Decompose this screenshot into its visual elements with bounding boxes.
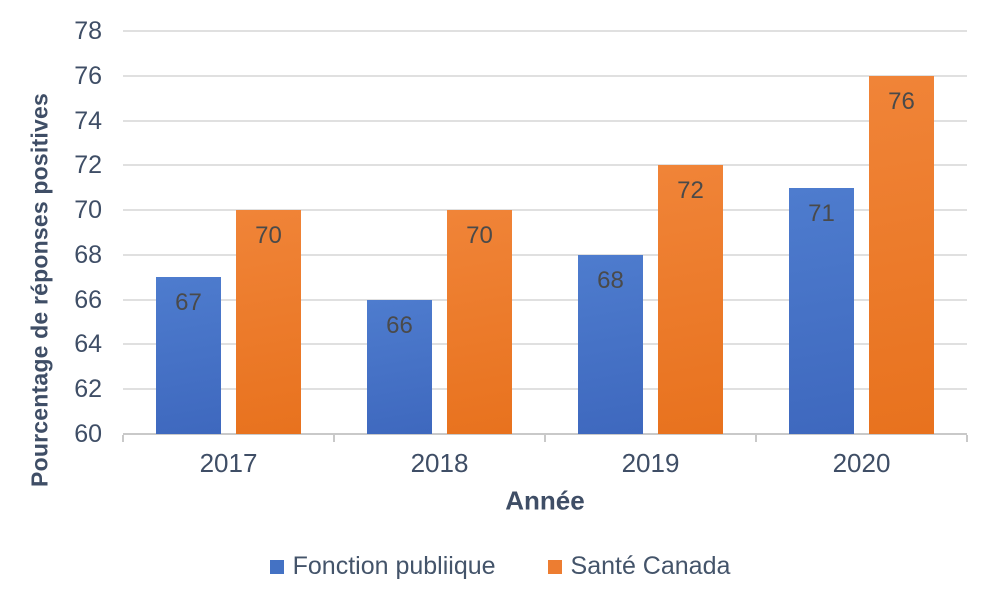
bar-value-label: 71 [808,199,835,227]
x-category-label: 2017 [199,448,258,478]
x-axis-tick [755,435,757,442]
gridline [123,209,967,212]
legend-item-sante-canada: Santé Canada [547,552,731,581]
legend-swatch [269,559,284,574]
bar-value-label: 70 [466,222,493,250]
x-axis-tick [966,435,968,442]
legend-item-fonction-publiique: Fonction publiique [269,552,496,581]
gridline [123,343,967,346]
fonction-publiique-bar-2017: 67 [156,277,221,434]
y-tick-label: 74 [74,106,102,135]
bar-value-label: 76 [888,87,915,115]
y-tick-label: 78 [74,17,102,45]
bar-value-label: 67 [175,289,202,317]
sante-canada-bar-2020: 76 [869,75,934,434]
sante-canada-bar-2018: 70 [447,210,512,434]
legend-swatch [547,559,562,574]
fonction-publiique-bar-2020: 71 [789,187,854,434]
gridline [123,388,967,391]
gridline [123,119,967,122]
x-axis-tick [544,435,546,442]
bar-value-label: 68 [597,266,624,294]
x-axis-tick [122,435,124,442]
bar-value-label: 66 [386,311,413,339]
y-tick-label: 68 [74,240,102,269]
gridline [123,74,967,77]
y-tick-label: 70 [74,196,102,225]
gridline [123,164,967,167]
gridline [123,253,967,256]
x-axis-line [123,433,967,435]
y-tick-label: 72 [74,151,102,180]
fonction-publiique-bar-2019: 68 [578,254,643,434]
sante-canada-bar-2019: 72 [658,165,723,434]
sante-canada-bar-2017: 70 [236,210,301,434]
gridline [123,30,967,32]
x-category-label: 2018 [410,448,469,478]
y-tick-label: 60 [74,420,102,448]
y-tick-label: 64 [74,330,102,359]
gridline [123,298,967,301]
x-axis-title: Année [505,485,585,516]
legend-label: Fonction publiique [292,552,496,580]
legend-label: Santé Canada [570,552,731,580]
x-category-label: 2019 [621,448,680,478]
bar-value-label: 72 [677,177,704,205]
fonction-publiique-bar-2018: 66 [367,299,432,434]
legend: Fonction publiique Santé Canada [0,552,1000,581]
bar-value-label: 70 [255,222,282,250]
y-tick-label: 62 [74,375,102,404]
y-tick-label: 66 [74,285,102,314]
x-axis-tick [333,435,335,442]
x-category-label: 2020 [832,448,891,478]
y-tick-label: 76 [74,61,102,90]
